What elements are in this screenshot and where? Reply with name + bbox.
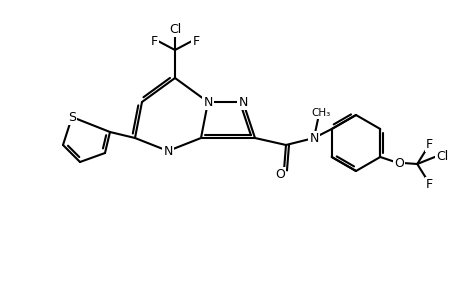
Text: O: O: [274, 167, 284, 181]
Text: S: S: [68, 110, 76, 124]
Text: O: O: [393, 157, 403, 169]
Text: F: F: [192, 34, 199, 47]
Text: N: N: [238, 95, 247, 109]
Text: Cl: Cl: [435, 149, 448, 163]
Text: CH₃: CH₃: [311, 108, 330, 118]
Text: N: N: [163, 145, 172, 158]
Text: N: N: [203, 95, 212, 109]
Text: Cl: Cl: [168, 22, 181, 35]
Text: N: N: [308, 131, 318, 145]
Text: F: F: [425, 178, 432, 190]
Text: F: F: [150, 34, 157, 47]
Text: F: F: [425, 137, 432, 151]
